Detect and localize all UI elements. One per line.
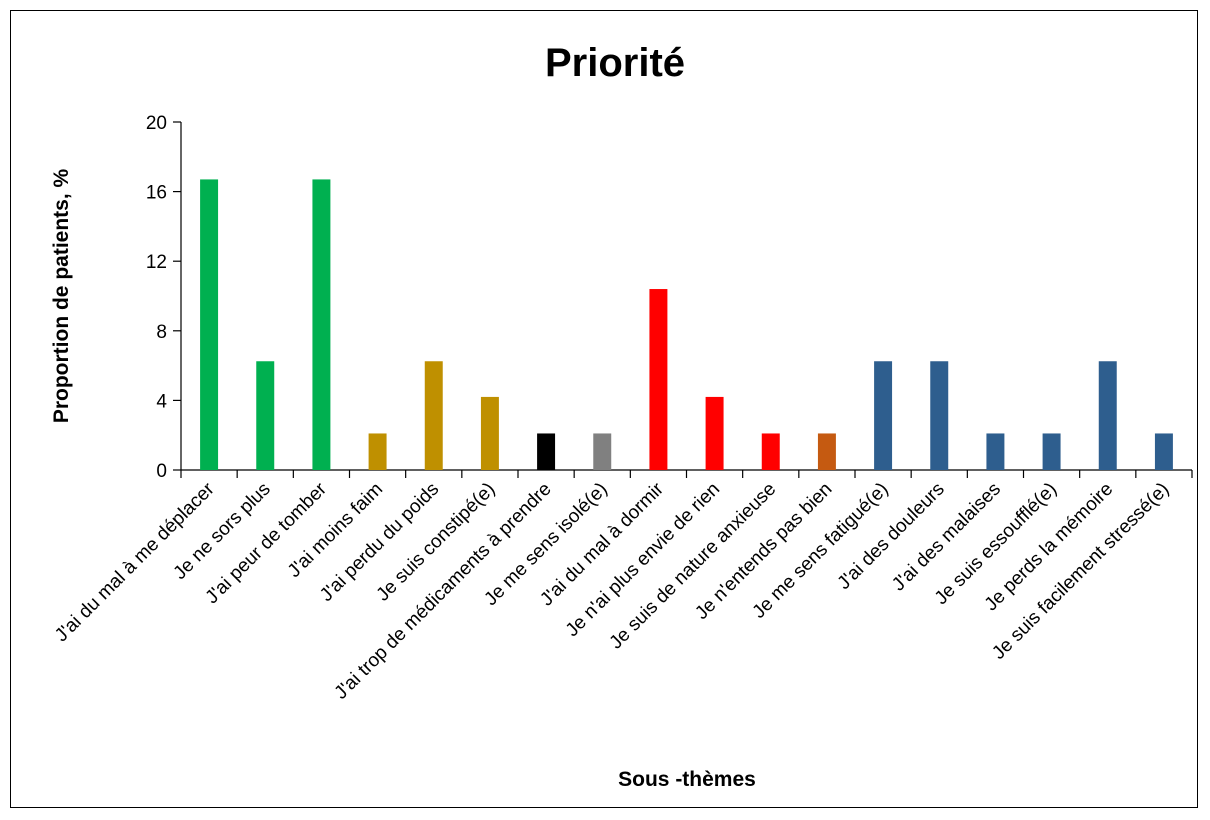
bar [424,361,443,470]
bar [256,361,275,470]
bar [1098,361,1117,470]
bars [200,179,1173,471]
y-tick-label: 4 [156,391,167,412]
bar [649,289,668,470]
bar [593,433,612,470]
bar [705,396,724,470]
y-axis: 0 4 8 12 16 20 [146,113,182,482]
x-category-label: Je ne sors plus [170,479,275,584]
y-tick-label: 0 [156,461,167,482]
bar [200,179,219,471]
bar [1154,433,1173,470]
bar [480,396,499,470]
bar [368,433,387,470]
y-axis-title: Proportion de patients, % [50,169,73,424]
x-axis-title: Sous -thèmes [618,768,756,791]
y-tick-label: 8 [156,322,167,343]
bar [986,433,1005,470]
bar [1042,433,1061,470]
y-tick-label: 12 [146,252,167,273]
y-tick-label: 16 [146,183,167,204]
bar [874,361,893,470]
bar [817,433,836,470]
bar [761,433,780,470]
bar [930,361,949,470]
bar [312,179,331,471]
chart-title: Priorité [545,41,685,85]
y-tick-label: 20 [146,113,167,134]
bar [537,433,556,470]
